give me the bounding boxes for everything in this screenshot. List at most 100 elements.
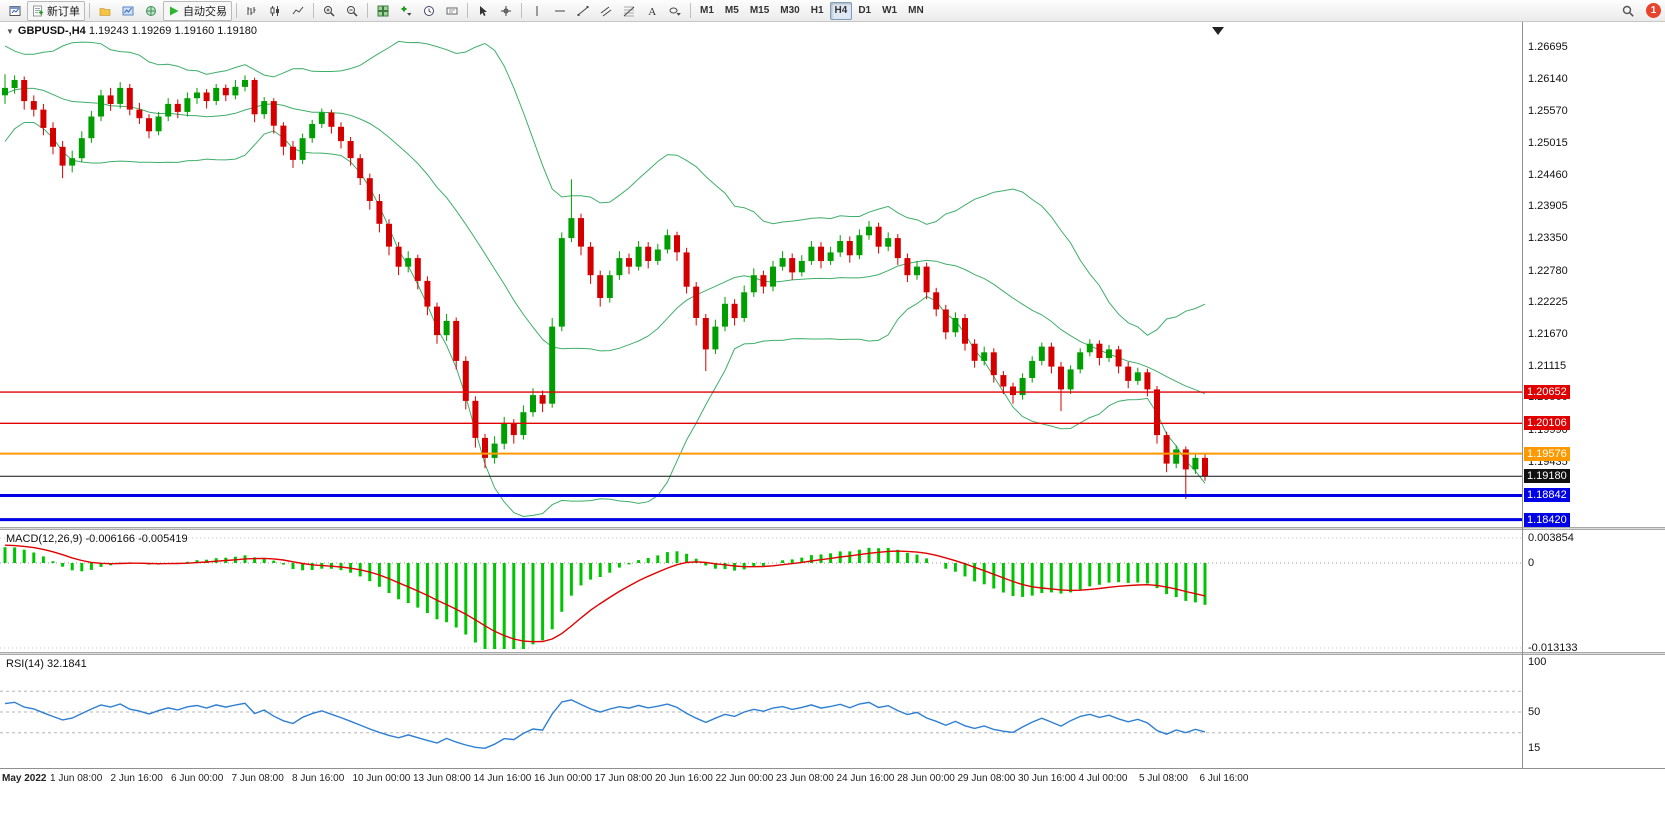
candle[interactable] [78,131,85,163]
candle[interactable] [40,103,47,136]
candle[interactable] [107,87,114,111]
timeframe-button-h4[interactable]: H4 [829,1,853,20]
candle[interactable] [731,299,738,326]
candle[interactable] [1010,382,1016,404]
candle[interactable] [981,346,988,366]
timeframe-button-mn[interactable]: MN [908,5,924,16]
rsi-indicator-pane[interactable]: RSI(14) 32.1841 100 50 15 [0,655,1665,768]
text-tool-icon[interactable]: A [641,1,663,21]
candle[interactable] [914,260,920,280]
candle[interactable] [69,150,76,173]
candle[interactable] [11,75,18,94]
timeframe-button-m15[interactable]: M15 [749,5,770,16]
candle[interactable] [318,108,325,128]
candle[interactable] [568,179,575,243]
candle[interactable] [530,388,536,417]
candle[interactable] [942,304,949,340]
candle[interactable] [126,83,133,116]
candle[interactable] [856,229,863,260]
candle[interactable] [1192,453,1199,474]
candle[interactable] [1154,386,1160,444]
candle[interactable] [299,133,306,164]
candle[interactable] [539,390,546,413]
candle[interactable] [280,122,287,156]
cursor-icon[interactable] [472,1,494,21]
vertical-line-icon[interactable] [526,1,548,21]
candle[interactable] [251,77,258,123]
candle[interactable] [482,433,488,469]
candle[interactable] [990,348,997,383]
candle[interactable] [923,262,930,300]
candle[interactable] [501,416,508,450]
candlestick-chart-icon[interactable] [264,1,286,21]
candle[interactable] [309,119,316,143]
candle[interactable] [750,268,757,297]
candle[interactable] [683,247,690,294]
notification-badge[interactable]: 1 [1646,3,1661,18]
timeframe-button-w1[interactable]: W1 [882,5,898,16]
chart-window-icon[interactable] [4,1,26,21]
candle[interactable] [741,285,748,323]
candle[interactable] [261,97,268,119]
market-watch-icon[interactable] [117,1,139,21]
candle[interactable] [702,314,709,372]
candle[interactable] [549,318,556,408]
candle[interactable] [203,89,210,109]
navigator-icon[interactable] [140,1,162,21]
candle[interactable] [146,114,152,139]
candle[interactable] [434,302,440,344]
candle[interactable] [50,122,56,155]
candle[interactable] [414,254,421,290]
crosshair-icon[interactable] [495,1,517,21]
candle[interactable] [184,92,191,117]
candle[interactable] [1019,373,1026,400]
candle[interactable] [194,87,200,104]
candle[interactable] [779,251,786,271]
candle[interactable] [818,242,824,269]
candle[interactable] [1048,342,1055,374]
search-icon[interactable] [1617,1,1639,21]
fibonacci-icon[interactable] [618,1,640,21]
price-chart-canvas[interactable] [0,22,1522,527]
candle[interactable] [616,251,623,280]
candle[interactable] [837,235,844,257]
candle[interactable] [386,219,392,256]
candle[interactable] [1000,371,1007,394]
timeframe-button-d1[interactable]: D1 [858,5,872,16]
candle[interactable] [1077,348,1084,374]
candle[interactable] [1096,340,1103,366]
candle[interactable] [242,75,248,92]
candle[interactable] [270,98,277,134]
main-chart-pane[interactable]: ▼ GBPUSD-,H4 1.19243 1.19269 1.19160 1.19… [0,22,1665,527]
candle[interactable] [462,356,469,410]
candle[interactable] [558,232,565,332]
candle[interactable] [347,137,354,166]
time-axis[interactable]: May 2022 1 Jun 08:00 2 Jun 16:00 6 Jun 00:0… [0,768,1665,830]
macd-indicator-pane[interactable]: MACD(12,26,9) -0.006166 -0.005419 0.0038… [0,530,1665,652]
candle[interactable] [875,222,882,254]
new-chart-icon[interactable] [395,1,417,21]
candle[interactable] [712,319,719,354]
candle[interactable] [962,314,968,351]
candle[interactable] [597,270,604,307]
candle[interactable] [606,270,613,303]
candle[interactable] [808,241,815,265]
candle[interactable] [952,312,959,337]
candle[interactable] [376,194,383,233]
candle[interactable] [155,111,162,136]
candle[interactable] [472,396,479,448]
bar-chart-icon[interactable] [241,1,263,21]
periods-icon[interactable] [418,1,440,21]
candle[interactable] [760,270,767,294]
candle[interactable] [357,154,364,185]
template-icon[interactable] [441,1,463,21]
candle[interactable] [674,231,680,261]
candle[interactable] [338,122,344,149]
candle[interactable] [1067,365,1074,394]
candle[interactable] [1058,362,1064,412]
candle[interactable] [232,80,239,100]
candle[interactable] [1086,339,1093,357]
candle[interactable] [894,234,901,265]
pane-separator[interactable] [0,527,1665,530]
candle[interactable] [866,221,872,240]
